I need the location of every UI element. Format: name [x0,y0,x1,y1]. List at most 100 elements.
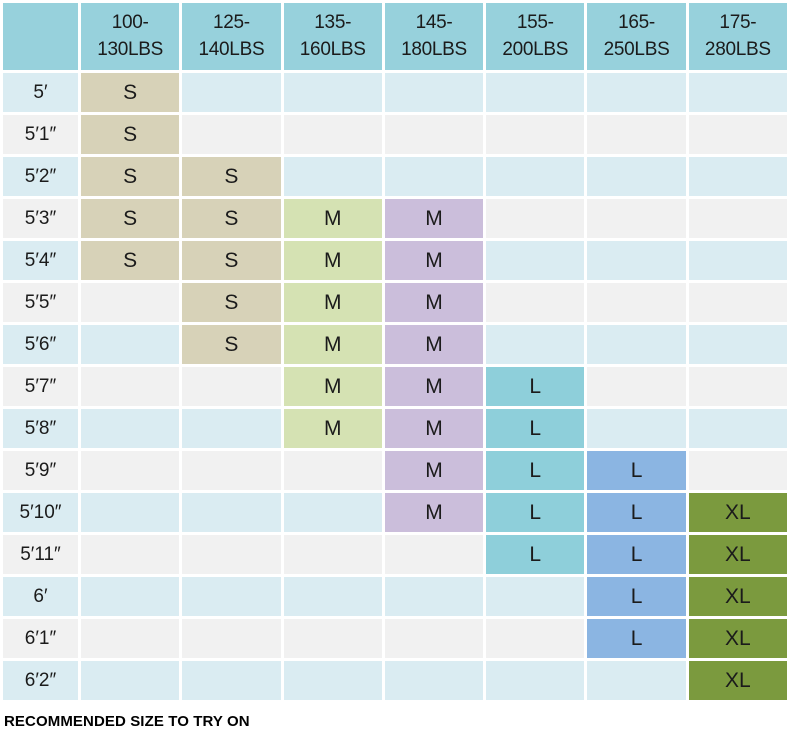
height-row: 6′1″ L XL [3,619,787,658]
weight-header-2: 135- 160LBS [283,3,382,70]
size-cell-l: L [486,409,585,448]
empty-cell [81,661,180,700]
size-cell-s: S [81,73,180,112]
empty-cell [182,115,281,154]
size-cell-s: S [81,157,180,196]
empty-cell [384,115,484,154]
size-cell-l: L [587,577,686,616]
empty-cell [81,451,180,490]
height-row: 5′9″ M L L [3,451,787,490]
size-cell-m: M [283,325,382,364]
size-cell-m: M [283,199,382,238]
empty-cell [587,73,686,112]
empty-cell [283,619,382,658]
empty-cell [587,367,686,406]
empty-cell [486,115,585,154]
empty-cell [587,661,686,700]
empty-cell [384,619,484,658]
height-row: 5′4″ S S M M [3,241,787,280]
empty-cell [182,367,281,406]
height-row: 6′2″ XL [3,661,787,700]
size-cell-m: M [384,409,484,448]
height-row: 5′11″ L L XL [3,535,787,574]
empty-cell [587,199,686,238]
empty-cell [486,283,585,322]
size-cell-l: L [486,367,585,406]
empty-cell [81,325,180,364]
height-label: 5′3″ [3,199,78,238]
size-cell-l: L [486,535,585,574]
height-row: 5′3″ S S M M [3,199,787,238]
empty-cell [81,283,180,322]
height-label: 5′5″ [3,283,78,322]
size-cell-s: S [182,241,281,280]
empty-cell [182,493,281,532]
empty-cell [688,157,787,196]
empty-cell [486,241,585,280]
empty-cell [688,73,787,112]
height-row: 6′ L XL [3,577,787,616]
height-label: 5′1″ [3,115,78,154]
size-cell-s: S [182,199,281,238]
empty-cell [81,367,180,406]
size-cell-s: S [182,283,281,322]
empty-cell [182,535,281,574]
empty-cell [81,577,180,616]
empty-cell [384,661,484,700]
size-cell-m: M [384,325,484,364]
empty-cell [384,577,484,616]
empty-cell [182,73,281,112]
size-cell-m: M [384,451,484,490]
weight-header-1: 125- 140LBS [182,3,281,70]
size-cell-xl: XL [688,577,787,616]
empty-cell [587,157,686,196]
size-cell-xl: XL [688,619,787,658]
height-label: 5′10″ [3,493,78,532]
empty-cell [587,283,686,322]
empty-cell [486,661,585,700]
height-row: 5′2″ S S [3,157,787,196]
weight-header-row: 100- 130LBS 125- 140LBS 135- 160LBS 145- 18… [3,3,787,70]
height-label: 6′2″ [3,661,78,700]
size-cell-l: L [587,619,686,658]
size-cell-l: L [587,493,686,532]
footer-note: RECOMMENDED SIZE TO TRY ON [4,713,250,730]
weight-header-3: 145- 180LBS [384,3,484,70]
size-cell-m: M [283,241,382,280]
weight-header-0: 100- 130LBS [81,3,180,70]
size-cell-l: L [587,535,686,574]
height-label: 5′7″ [3,367,78,406]
size-cell-l: L [486,493,585,532]
empty-cell [283,115,382,154]
size-cell-m: M [283,283,382,322]
height-row: 5′5″ S M M [3,283,787,322]
empty-cell [688,367,787,406]
empty-cell [688,199,787,238]
size-cell-m: M [283,367,382,406]
empty-cell [182,409,281,448]
empty-cell [486,157,585,196]
empty-cell [486,619,585,658]
height-row: 5′7″ M M L [3,367,787,406]
empty-cell [486,199,585,238]
size-cell-m: M [384,199,484,238]
empty-cell [182,451,281,490]
empty-cell [688,241,787,280]
size-cell-m: M [384,241,484,280]
size-cell-s: S [182,325,281,364]
height-row: 5′10″ M L L XL [3,493,787,532]
size-cell-s: S [81,241,180,280]
corner-cell [3,3,78,70]
size-cell-m: M [384,283,484,322]
height-label: 5′9″ [3,451,78,490]
empty-cell [384,535,484,574]
empty-cell [587,241,686,280]
empty-cell [81,493,180,532]
height-row: 5′1″ S [3,115,787,154]
height-label: 5′2″ [3,157,78,196]
empty-cell [283,493,382,532]
height-label: 6′1″ [3,619,78,658]
empty-cell [384,157,484,196]
empty-cell [486,577,585,616]
